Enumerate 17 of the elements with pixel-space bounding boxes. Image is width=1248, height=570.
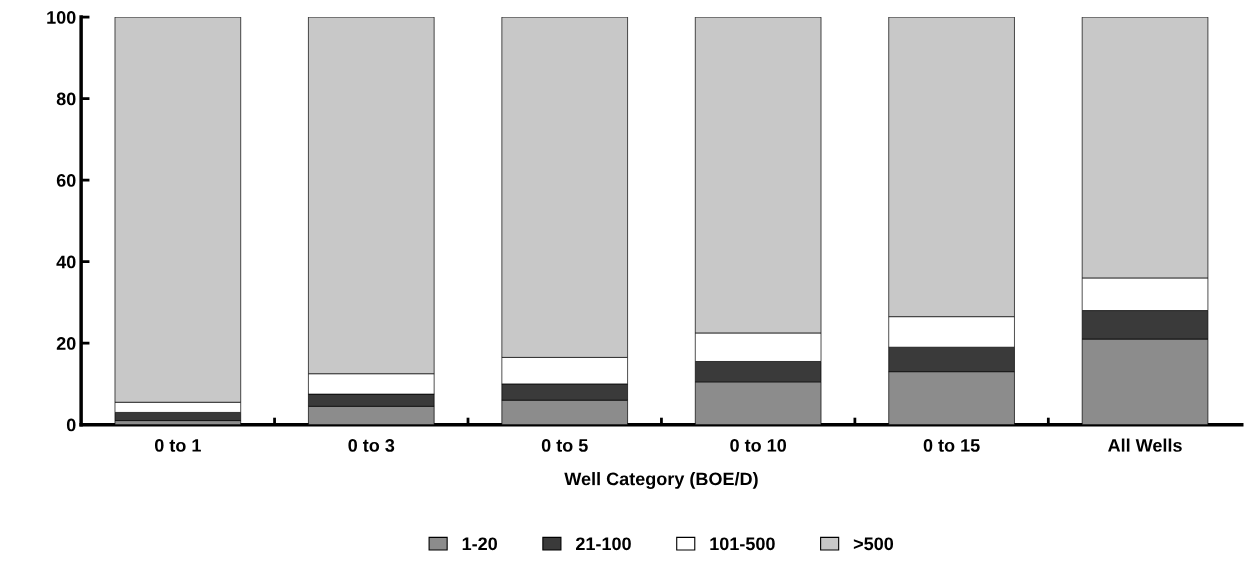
- x-tick-label: 0 to 3: [348, 439, 395, 452]
- x-tick-label: 0 to 5: [541, 439, 588, 452]
- y-tick-label: 0: [66, 418, 76, 432]
- legend-label: 101-500: [710, 537, 775, 551]
- x-tick-label: 0 to 15: [923, 439, 980, 452]
- y-tick-label: 40: [56, 255, 76, 269]
- x-tick-label: 0 to 10: [730, 439, 787, 452]
- x-tick-label: All Wells: [1108, 438, 1182, 452]
- y-tick-label: 20: [56, 337, 76, 350]
- legend-label: 1-20: [462, 537, 497, 551]
- legend-label: >500: [853, 537, 894, 551]
- x-tick-label: 0 to 1: [154, 439, 201, 452]
- y-tick-label: 60: [56, 174, 76, 187]
- x-axis-title: Well Category (BOE/D): [564, 472, 758, 489]
- y-tick-label: 100: [47, 11, 76, 24]
- legend-label: 21-100: [575, 537, 631, 551]
- y-tick-label: 80: [56, 92, 76, 106]
